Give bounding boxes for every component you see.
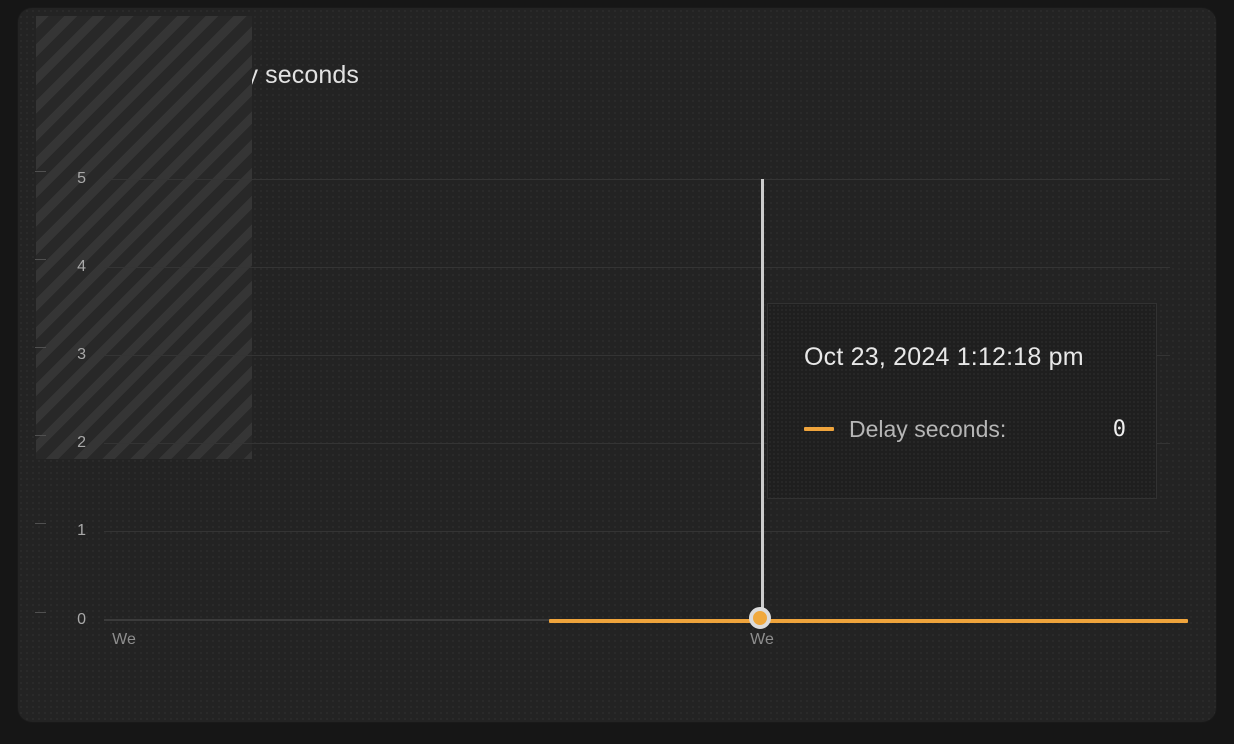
y-tick-mark-5 [35,171,46,172]
chart-canvas[interactable]: 5 4 3 2 1 0 We We Oct 23, 2024 1:12:18 p… [18,8,1216,722]
y-tick-label-5: 5 [35,171,86,187]
y-tick-label-2: 2 [35,435,86,451]
gridline-4 [104,267,1170,268]
tooltip-series-value: 0 [1112,417,1126,442]
chart-tooltip: Oct 23, 2024 1:12:18 pm Delay seconds: 0 [767,303,1157,499]
y-tick-mark-4 [35,259,46,260]
gridline-2 [104,443,1170,444]
y-tick-label-1: 1 [35,523,86,539]
y-tick-label-4: 4 [35,259,86,275]
series-line-delay-seconds [549,619,1188,623]
x-tick-label-1: We [750,631,774,648]
cursor-vertical-line [761,179,764,621]
y-tick-label-0: 0 [35,612,86,628]
y-tick-mark-0 [35,612,46,613]
tooltip-series-label: Delay seconds: [849,416,1007,442]
gridline-1 [104,531,1170,532]
tooltip-timestamp: Oct 23, 2024 1:12:18 pm [804,343,1084,371]
gridline-5 [104,179,1170,180]
no-data-hatch-region [36,16,252,459]
plot-area[interactable]: 5 4 3 2 1 0 We We [35,171,1188,648]
gridline-3 [104,355,1170,356]
y-tick-mark-3 [35,347,46,348]
y-tick-label-3: 3 [35,347,86,363]
tooltip-series-row: Delay seconds: 0 [804,414,1126,444]
y-tick-mark-2 [35,435,46,436]
y-tick-mark-1 [35,523,46,524]
cursor-data-point-marker[interactable] [749,607,771,629]
chart-panel: Replication delay seconds SECONDS 5 4 3 … [18,8,1216,722]
x-tick-label-0: We [112,631,136,648]
legend-swatch-icon [804,427,834,431]
